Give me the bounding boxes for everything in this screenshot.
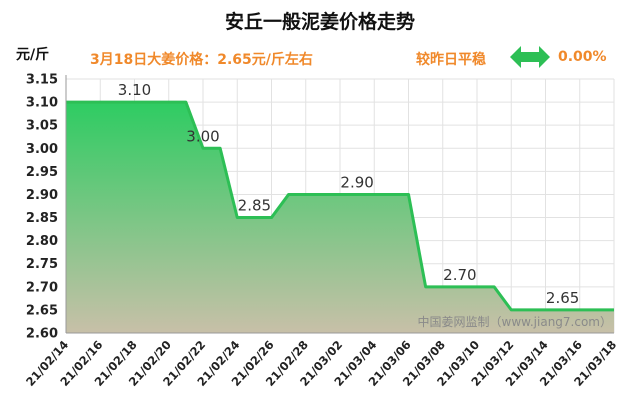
double-arrow-icon [510,46,550,68]
chart-title: 安丘一般泥姜价格走势 [224,11,415,33]
comparison-value: 0.00% [558,49,607,65]
y-tick-label: 3.10 [26,96,58,111]
y-tick-label: 3.15 [26,73,58,88]
price-line [66,100,614,312]
y-tick-label: 2.90 [26,188,58,203]
watermark: 中国姜网监制（www.jiang7.com） [418,314,612,329]
y-tick-label: 2.60 [26,327,58,342]
y-axis-unit: 元/斤 [16,47,50,63]
data-label: 2.65 [546,289,579,307]
data-label: 2.85 [238,197,271,215]
y-tick-label: 2.65 [26,303,58,318]
comparison-label: 较昨日平稳 [416,52,486,68]
y-tick-label: 2.75 [26,257,58,272]
data-label: 3.00 [186,127,219,145]
y-tick-label: 3.05 [26,119,58,134]
y-tick-label: 2.85 [26,211,58,226]
price-summary: 3月18日大姜价格：2.65元/斤左右 [90,52,313,68]
y-tick-label: 3.00 [26,142,58,157]
data-label: 3.10 [118,81,151,99]
y-tick-label: 2.80 [26,234,58,249]
data-labels: 3.10 3.00 2.85 2.90 2.70 2.65 [118,81,580,307]
y-tick-label: 2.70 [26,280,58,295]
y-tick-label: 2.95 [26,165,58,180]
data-label: 2.70 [443,266,476,284]
price-area [66,102,614,333]
data-label: 2.90 [340,173,373,191]
